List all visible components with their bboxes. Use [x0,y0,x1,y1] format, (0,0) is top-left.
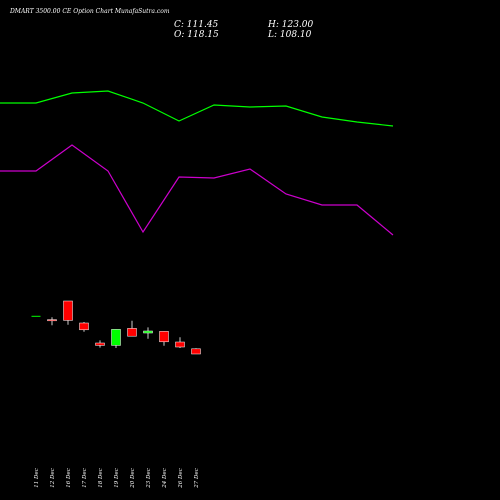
open-value: O: 118.15 [174,30,219,40]
candle-body [159,331,169,343]
candle-body [95,342,105,346]
candle-4 [95,340,105,348]
low-value: L: 108.10 [267,30,312,40]
candle-body [191,348,201,355]
x-tick-label: 24 Dec [162,468,168,489]
overlay-lines [0,90,394,236]
candle-body [111,329,121,346]
x-tick-label: 23 Dec [146,468,152,489]
close-value: C: 111.45 [174,20,219,30]
x-axis-ticks: 11 Dec 12 Dec 16 Dec 17 Dec 18 Dec 19 Dec 20 D… [34,468,200,489]
candle-body [143,330,153,334]
overlay-line-1 [0,90,394,127]
chart-title: DMART 3500.00 CE Option Chart MunafaSutr… [9,8,170,15]
candle-9 [175,337,185,348]
candles-group [31,300,201,355]
candle-body [79,322,89,331]
candle-body [31,315,41,317]
candle-1 [47,317,57,326]
candle-body [175,341,185,348]
x-tick-label: 19 Dec [114,468,120,488]
candle-8 [159,331,169,346]
overlay-line-2 [0,144,394,236]
x-tick-label: 20 Dec [130,468,136,489]
candle-body [127,328,137,337]
candle-body [47,319,57,322]
candle-5 [111,329,121,348]
candle-2 [63,300,73,325]
candle-0 [31,315,41,317]
x-tick-label: 26 Dec [178,468,184,489]
candle-body [63,300,73,321]
x-tick-label: 12 Dec [50,468,56,488]
x-tick-label: 16 Dec [66,468,72,488]
candle-7 [143,327,153,339]
candle-6 [127,320,137,337]
candle-3 [79,322,89,332]
x-tick-label: 27 Dec [194,468,200,489]
x-tick-label: 18 Dec [98,468,104,488]
candle-10 [191,348,201,355]
high-value: H: 123.00 [267,20,314,30]
x-tick-label: 11 Dec [34,468,40,488]
x-tick-label: 17 Dec [82,468,88,488]
